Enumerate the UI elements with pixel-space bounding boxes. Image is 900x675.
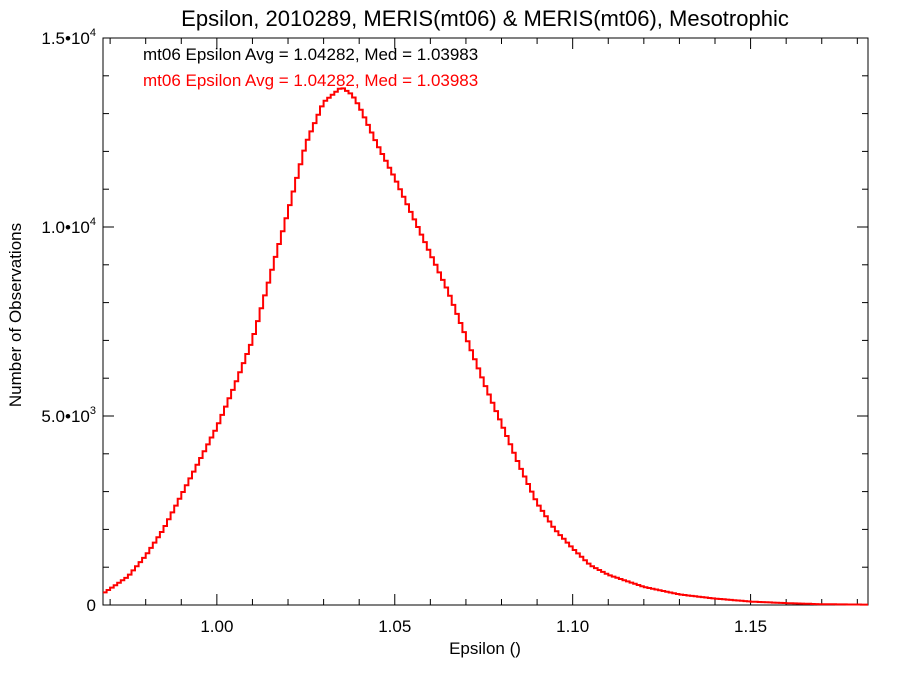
x-tick-label: 1.05: [378, 617, 411, 636]
data-series: [103, 87, 868, 606]
y-tick-label-mantissa: 0: [87, 596, 96, 615]
annotation-1: mt06 Epsilon Avg = 1.04282, Med = 1.0398…: [143, 71, 478, 90]
y-tick-label-exponent: 3: [90, 405, 96, 417]
y-tick-label-exponent: 4: [90, 27, 96, 39]
y-tick-label: 1.0•104: [41, 216, 96, 237]
chart-title: Epsilon, 2010289, MERIS(mt06) & MERIS(mt…: [181, 6, 789, 31]
annotation-0: mt06 Epsilon Avg = 1.04282, Med = 1.0398…: [143, 45, 478, 64]
y-tick-label-mantissa: 1.5•10: [41, 29, 90, 48]
x-tick-label: 1.15: [734, 617, 767, 636]
x-tick-label: 1.00: [200, 617, 233, 636]
y-tick-label-exponent: 4: [90, 216, 96, 228]
x-tick-label: 1.10: [556, 617, 589, 636]
histogram-series-0: [103, 87, 868, 606]
chart-annotations: mt06 Epsilon Avg = 1.04282, Med = 1.0398…: [143, 45, 478, 90]
y-axis-label: Number of Observations: [6, 223, 25, 407]
y-tick-label-mantissa: 5.0•10: [41, 407, 90, 426]
y-tick-label-mantissa: 1.0•10: [41, 218, 90, 237]
y-tick-label: 1.5•104: [41, 27, 96, 48]
y-tick-label: 5.0•103: [41, 405, 96, 426]
plot-frame: [102, 37, 869, 606]
y-tick-label: 0: [87, 596, 96, 615]
axis-ticks: [103, 37, 868, 606]
x-axis-label: Epsilon (): [449, 639, 521, 658]
